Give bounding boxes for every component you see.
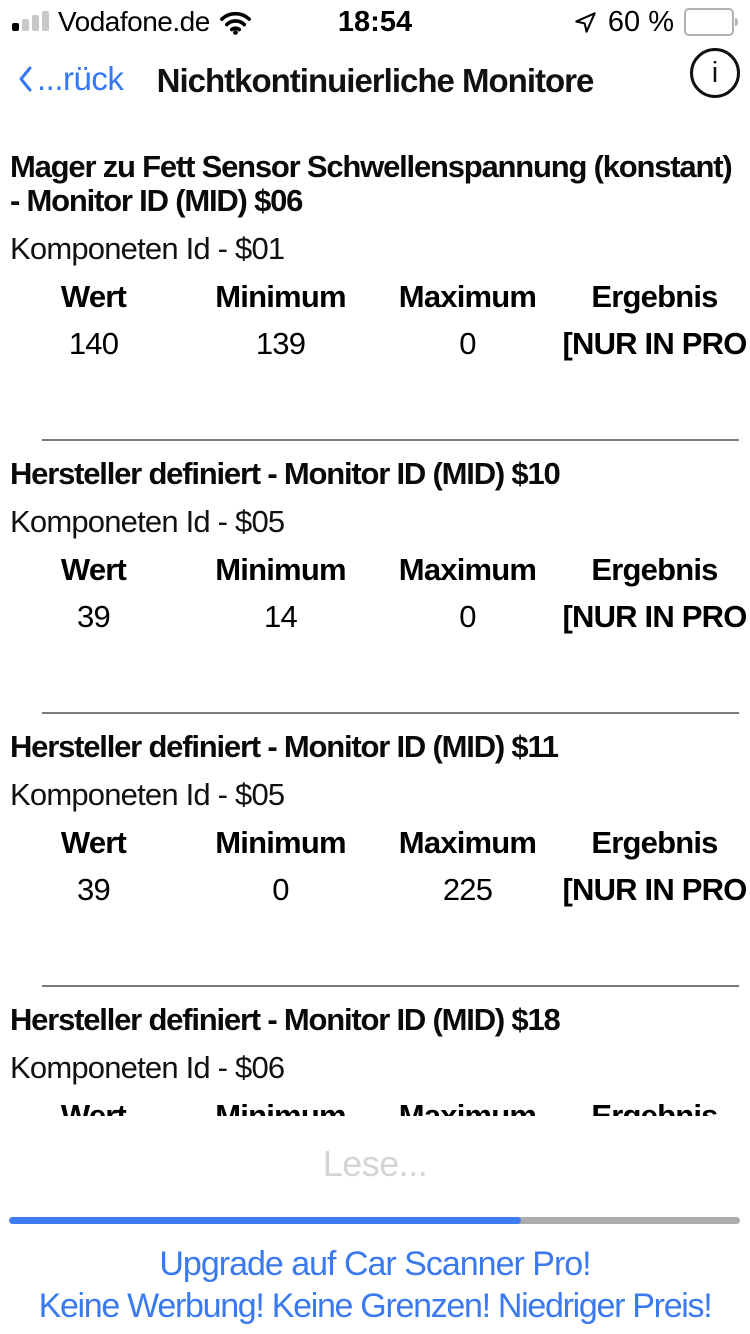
header-ergebnis: Ergebnis: [591, 279, 718, 314]
table-value-row: 140 139 0 [NUR IN PRO: [0, 327, 750, 361]
progress-bar: [9, 1217, 740, 1224]
monitor-section-mid-10: Hersteller definiert - Monitor ID (MID) …: [0, 457, 750, 634]
info-button[interactable]: i: [690, 48, 740, 98]
location-arrow-icon: [573, 10, 598, 35]
monitor-title: Hersteller definiert - Monitor ID (MID) …: [10, 1002, 561, 1037]
value-minimum: 14: [264, 599, 298, 634]
wifi-icon: [219, 10, 252, 35]
header-minimum: Minimum: [215, 1098, 346, 1117]
table-value-row: 39 14 0 [NUR IN PRO: [0, 600, 750, 634]
header-ergebnis: Ergebnis: [591, 552, 718, 587]
info-icon: i: [711, 56, 719, 89]
value-wert: 39: [77, 599, 111, 634]
progress-bar-fill: [9, 1217, 521, 1224]
component-id-label: Komponeten Id - $01: [10, 231, 285, 266]
section-divider: [42, 985, 739, 987]
value-ergebnis: [NUR IN PRO: [562, 599, 747, 634]
chevron-left-icon: [16, 63, 36, 95]
carrier-label: Vodafone.de: [58, 6, 210, 37]
table-header-row: Wert Minimum Maximum Ergebnis: [0, 826, 750, 860]
component-id-label: Komponeten Id - $05: [10, 504, 285, 539]
value-ergebnis: [NUR IN PRO: [562, 326, 747, 361]
monitor-section-mid-18: Hersteller definiert - Monitor ID (MID) …: [0, 1002, 750, 1117]
battery-percent-label: 60 %: [607, 5, 674, 38]
back-button[interactable]: ...rück: [16, 60, 124, 98]
monitor-title: Mager zu Fett Sensor Schwellenspannung (…: [10, 149, 733, 218]
section-divider: [42, 712, 739, 714]
header-wert: Wert: [60, 825, 127, 860]
component-id-label: Komponeten Id - $06: [10, 1050, 285, 1085]
table-header-row: Wert Minimum Maximum Ergebnis: [0, 553, 750, 587]
header-maximum: Maximum: [398, 552, 537, 587]
value-wert: 140: [68, 326, 119, 361]
value-wert: 39: [77, 872, 111, 907]
upgrade-banner-title: Upgrade auf Car Scanner Pro!: [159, 1245, 591, 1283]
header-minimum: Minimum: [215, 279, 346, 314]
header-maximum: Maximum: [398, 279, 537, 314]
value-ergebnis: [NUR IN PRO: [562, 872, 747, 907]
header-minimum: Minimum: [215, 825, 346, 860]
table-header-row-clipped: Wert Minimum Maximum Ergebnis: [0, 1098, 750, 1117]
page-title: Nichtkontinuierliche Monitore: [156, 62, 595, 99]
battery-icon: [684, 8, 738, 36]
value-maximum: 0: [459, 326, 476, 361]
header-ergebnis: Ergebnis: [591, 825, 718, 860]
monitor-list: Mager zu Fett Sensor Schwellenspannung (…: [0, 128, 750, 1117]
cellular-signal-icon: [12, 10, 49, 34]
monitor-title: Hersteller definiert - Monitor ID (MID) …: [10, 456, 561, 491]
value-minimum: 0: [272, 872, 289, 907]
header-wert: Wert: [60, 279, 127, 314]
header-minimum: Minimum: [215, 552, 346, 587]
monitor-section-mid-11: Hersteller definiert - Monitor ID (MID) …: [0, 730, 750, 907]
header-ergebnis: Ergebnis: [591, 1098, 718, 1117]
section-divider: [42, 439, 739, 441]
status-bar: Vodafone.de 18:54 60 %: [0, 0, 750, 44]
value-minimum: 139: [255, 326, 306, 361]
value-maximum: 0: [459, 599, 476, 634]
nav-bar: Nichtkontinuierliche Monitore ...rück i: [0, 44, 750, 128]
table-value-row: 39 0 225 [NUR IN PRO: [0, 873, 750, 907]
upgrade-banner-subtitle: Keine Werbung! Keine Grenzen! Niedriger …: [38, 1287, 713, 1325]
header-maximum: Maximum: [398, 1098, 537, 1117]
back-button-label: ...rück: [37, 60, 124, 97]
monitor-title: Hersteller definiert - Monitor ID (MID) …: [10, 729, 559, 764]
header-wert: Wert: [60, 552, 127, 587]
loading-status-label: Lese...: [322, 1143, 428, 1184]
upgrade-banner[interactable]: Upgrade auf Car Scanner Pro! Keine Werbu…: [0, 1243, 750, 1328]
table-header-row: Wert Minimum Maximum Ergebnis: [0, 280, 750, 314]
header-wert: Wert: [60, 1098, 127, 1117]
monitor-section-mid-06: Mager zu Fett Sensor Schwellenspannung (…: [0, 150, 750, 361]
value-maximum: 225: [442, 872, 493, 907]
component-id-label: Komponeten Id - $05: [10, 777, 285, 812]
header-maximum: Maximum: [398, 825, 537, 860]
